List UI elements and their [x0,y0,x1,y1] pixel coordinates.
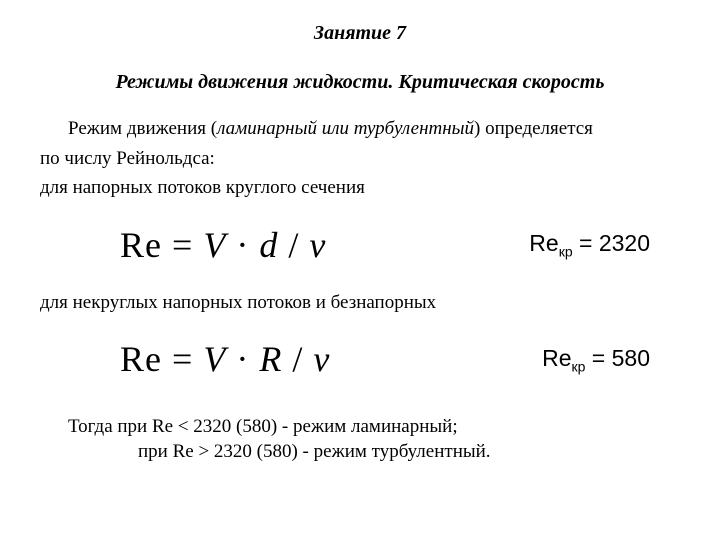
para1-text-a: Режим движения ( [68,118,217,139]
paragraph-3: для напорных потоков круглого сечения [40,175,680,201]
condition-1: Тогда при Re < 2320 (580) - режим ламина… [68,414,680,440]
crit2-sub: кр [571,358,585,374]
condition-2: при Re > 2320 (580) - режим турбулентный… [138,439,680,465]
crit1-label: Re [529,230,558,256]
formula-2: Re = V · R / ν [120,335,330,384]
crit1-val: = 2320 [573,230,650,256]
critical-value-1: Reкр = 2320 [529,228,650,261]
conditions-block: Тогда при Re < 2320 (580) - режим ламина… [40,414,680,465]
paragraph-4: для некруглых напорных потоков и безнапо… [40,290,680,316]
para1-text-c: ) определяется [474,118,593,139]
para1-text-b: ламинарный или турбулентный [217,118,474,139]
lesson-number: Занятие 7 [40,20,680,47]
paragraph-2: по числу Рейнольдса: [40,146,680,172]
formula-row-1: Re = V · d / ν Reкр = 2320 [40,221,680,270]
critical-value-2: Reкр = 580 [542,343,650,376]
formula-1: Re = V · d / ν [120,221,326,270]
crit2-val: = 580 [585,345,650,371]
formula-row-2: Re = V · R / ν Reкр = 580 [40,335,680,384]
crit2-label: Re [542,345,571,371]
paragraph-1: Режим движения (ламинарный или турбулент… [40,116,680,142]
crit1-sub: кр [559,244,573,260]
topic-title: Режимы движения жидкости. Критическая ск… [40,69,680,96]
